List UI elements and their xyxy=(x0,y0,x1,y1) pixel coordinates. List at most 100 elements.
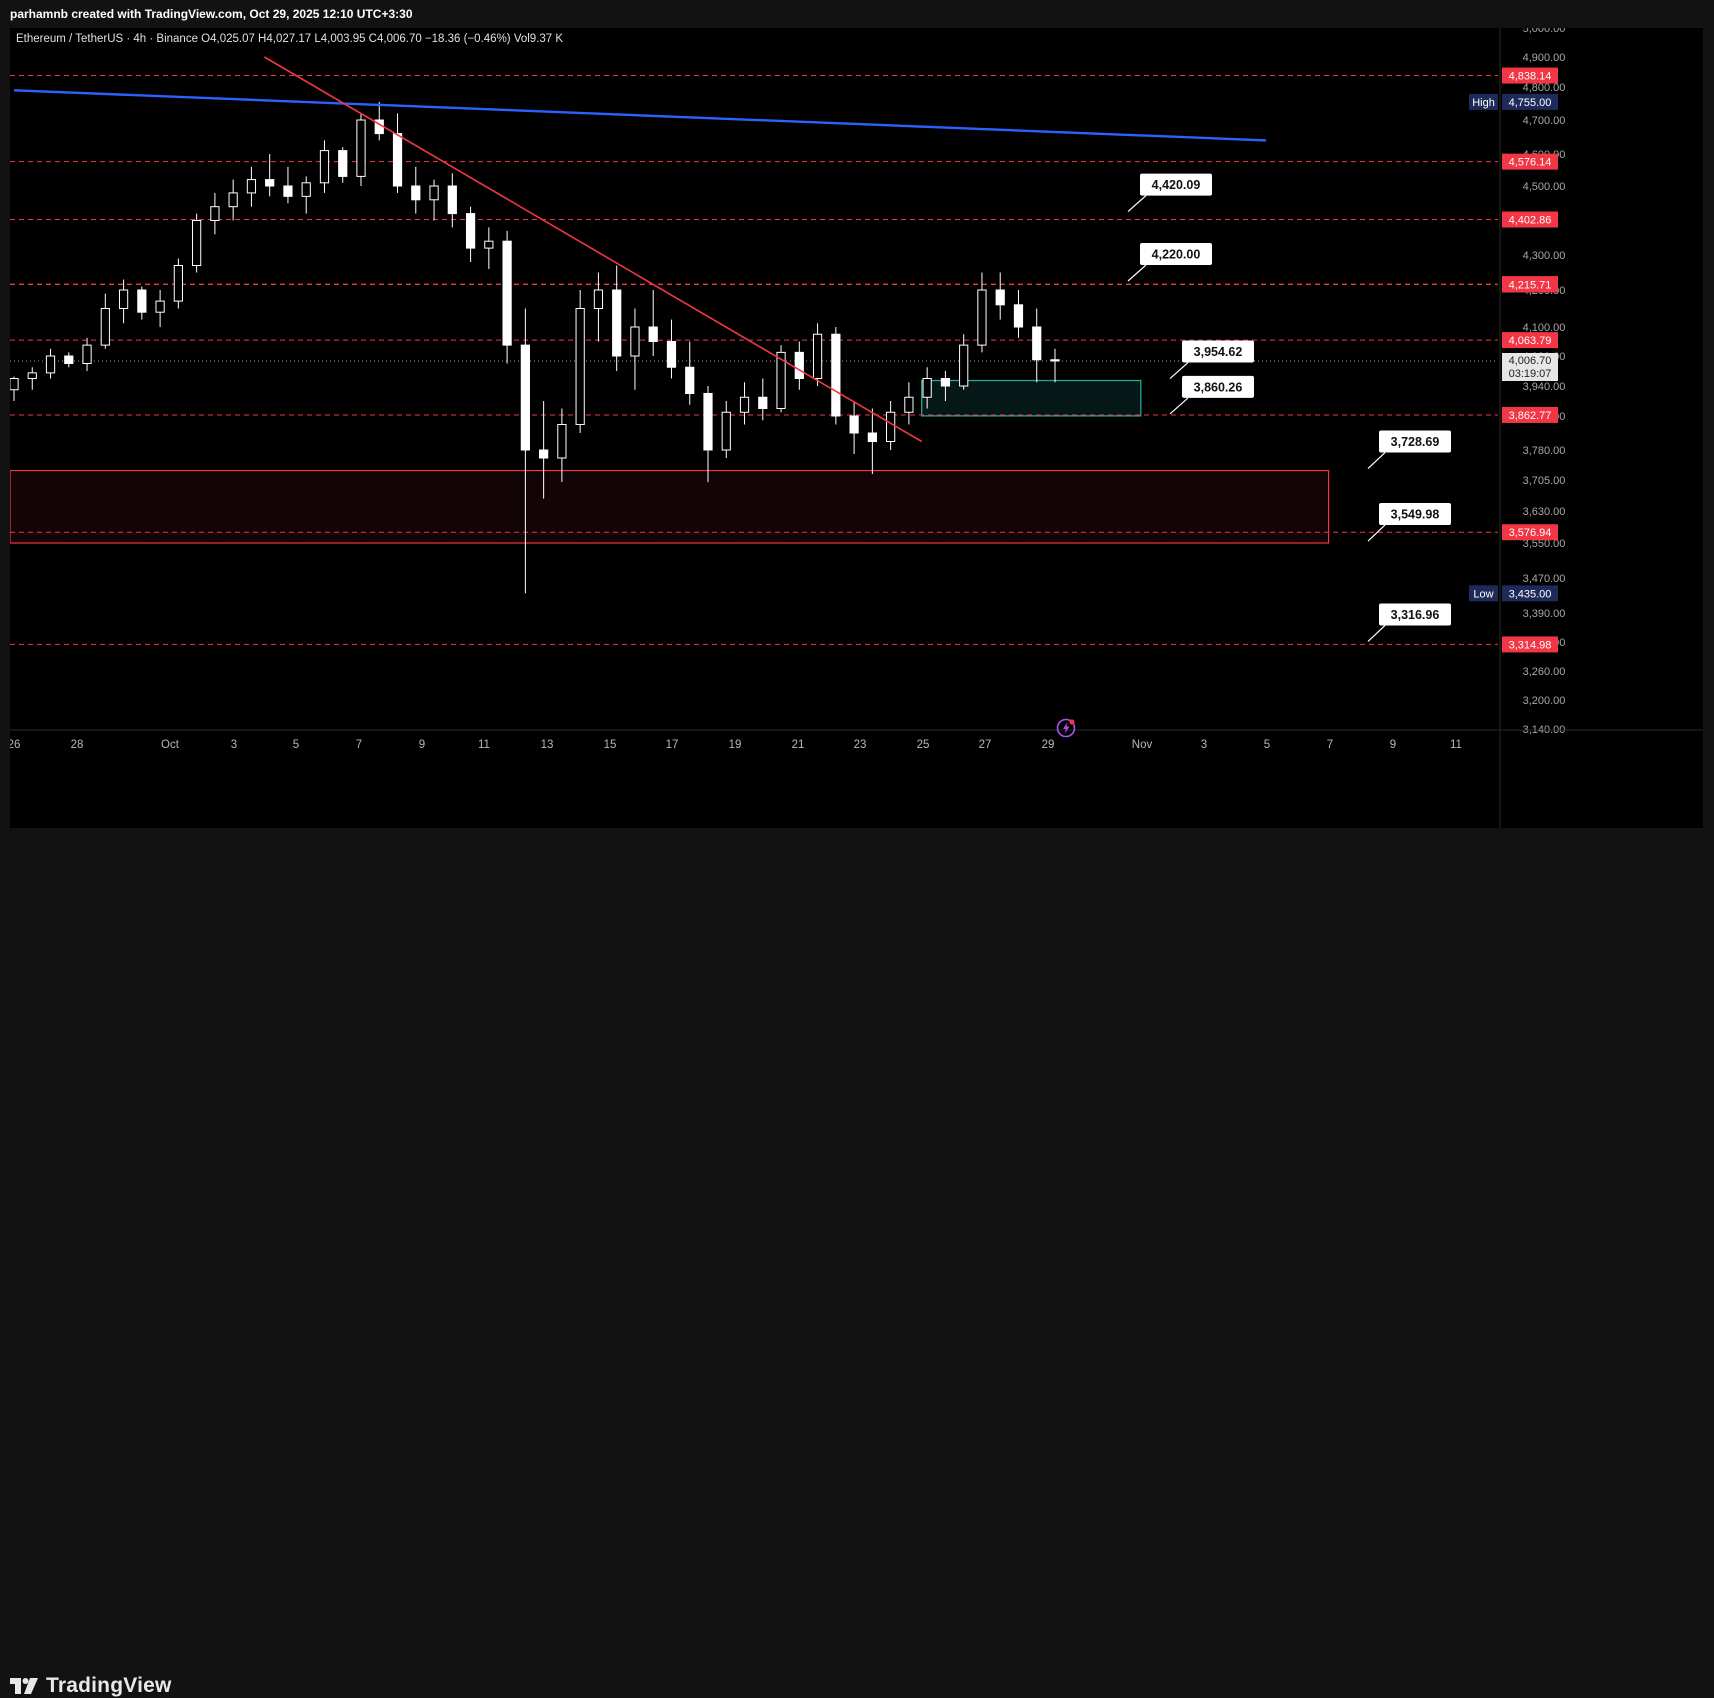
red-trendline[interactable] xyxy=(263,56,923,443)
level-price-tag[interactable]: 3,576.94 xyxy=(1502,524,1558,541)
candle xyxy=(776,345,786,413)
time-tick-label: 11 xyxy=(1450,739,1462,751)
time-tick-label: 28 xyxy=(71,739,84,751)
level-price-tag[interactable]: 4,215.71 xyxy=(1502,276,1558,293)
price-callout[interactable]: 3,549.98 xyxy=(1367,503,1451,542)
supply-zone[interactable] xyxy=(9,469,1330,544)
candle-body xyxy=(155,300,165,313)
price-tick-label: 4,800.00 xyxy=(1523,82,1566,94)
callout-box xyxy=(1182,375,1254,398)
level-price-tag[interactable]: 3,314.98 xyxy=(1502,636,1558,653)
time-tick-label: 7 xyxy=(1327,739,1333,751)
blue-trendline[interactable] xyxy=(13,89,1267,142)
price-callout[interactable]: 3,954.62 xyxy=(1169,340,1254,379)
level-tag-box xyxy=(1502,211,1558,228)
price-chart[interactable]: 4,420.09 4,220.00 3,954.62 3,860.26 3,728.69… xyxy=(8,23,1703,828)
time-tick-label: 27 xyxy=(979,739,992,751)
price-callout[interactable]: 3,316.96 xyxy=(1367,603,1451,642)
level-price-tag[interactable]: 4,402.86 xyxy=(1502,211,1558,228)
time-tick-label: 7 xyxy=(356,739,362,751)
time-tick-label: 9 xyxy=(1390,739,1396,751)
candle-body xyxy=(502,240,512,346)
candle-body xyxy=(392,133,403,187)
price-callout[interactable]: 3,860.26 xyxy=(1169,375,1254,415)
price-tick-label: 3,705.00 xyxy=(1523,475,1566,487)
price-tick-label: 4,500.00 xyxy=(1523,181,1566,193)
candle-body xyxy=(118,289,129,309)
alert-lightning-icon[interactable] xyxy=(1056,718,1076,738)
tradingview-logo[interactable]: TradingView xyxy=(10,1674,172,1698)
price-callout[interactable]: 4,420.09 xyxy=(1127,173,1212,213)
level-tag-box xyxy=(1502,67,1558,84)
high-tag-label: High xyxy=(1472,97,1495,109)
candle-body xyxy=(173,265,183,302)
callout-pointer xyxy=(1367,524,1386,542)
candle-body xyxy=(886,411,896,442)
candle xyxy=(484,227,494,269)
candle xyxy=(173,258,183,309)
low-tag: Low 3,435.00 xyxy=(1469,585,1558,602)
level-price-tag[interactable]: 3,862.77 xyxy=(1502,406,1558,423)
candle-body xyxy=(64,355,74,364)
price-axis-bg xyxy=(1500,28,1703,828)
candle xyxy=(666,319,677,379)
low-tag-value: 3,435.00 xyxy=(1509,588,1552,600)
candle-body xyxy=(265,179,275,187)
candle-body xyxy=(539,449,549,459)
candle xyxy=(703,386,713,483)
candle-body xyxy=(922,378,932,398)
time-tick-label: 19 xyxy=(729,739,742,751)
high-tag-value-box xyxy=(1502,93,1558,110)
candle xyxy=(338,147,348,183)
candle-body xyxy=(1032,326,1042,361)
price-tick-label: 3,390.00 xyxy=(1523,608,1566,620)
level-tag-label: 3,314.98 xyxy=(1509,639,1552,651)
candle xyxy=(100,293,110,349)
candle xyxy=(995,272,1005,320)
candle xyxy=(977,272,987,353)
attribution-bar: parhamnb created with TradingView.com, O… xyxy=(0,0,1714,28)
candle-body xyxy=(228,192,238,208)
candle-body xyxy=(940,378,951,387)
demand-zone[interactable] xyxy=(921,379,1142,417)
high-tag-label-box xyxy=(1469,93,1498,110)
candle xyxy=(447,173,457,228)
callout-box xyxy=(1379,603,1451,626)
price-tick-label: 4,900.00 xyxy=(1523,52,1566,64)
high-tag: High 4,755.00 xyxy=(1469,93,1558,110)
price-callout[interactable]: 4,220.00 xyxy=(1127,243,1212,282)
candle xyxy=(82,337,92,371)
level-tag-label: 4,063.79 xyxy=(1509,335,1552,347)
candle-body xyxy=(319,150,330,184)
candle-body xyxy=(338,150,348,177)
candle xyxy=(612,265,622,371)
bar-countdown: 03:19:07 xyxy=(1509,368,1552,380)
candle xyxy=(539,401,549,499)
level-tag-box xyxy=(1502,153,1558,170)
price-tick-label: 5,000.00 xyxy=(1523,28,1566,35)
candle-body xyxy=(45,355,56,374)
candle-body xyxy=(484,240,494,249)
candle-body xyxy=(977,289,987,346)
candle xyxy=(758,378,768,421)
candle xyxy=(265,154,275,197)
time-tick-label: 3 xyxy=(231,739,237,751)
candle xyxy=(301,176,311,214)
candle xyxy=(959,334,969,390)
low-tag-label: Low xyxy=(1473,588,1493,600)
candle xyxy=(812,323,823,386)
level-price-tag[interactable]: 4,063.79 xyxy=(1502,332,1558,349)
level-price-tag[interactable]: 4,576.14 xyxy=(1502,153,1558,170)
candle xyxy=(867,408,877,474)
candle-body xyxy=(776,351,786,409)
price-tick-label: 4,300.00 xyxy=(1523,250,1566,262)
candle-body xyxy=(995,289,1005,306)
price-callout[interactable]: 3,728.69 xyxy=(1367,430,1451,469)
time-tick-label: 25 xyxy=(917,739,930,751)
candle xyxy=(45,348,56,379)
candle-body xyxy=(575,308,585,425)
time-tick-label: 23 xyxy=(854,739,867,751)
level-price-tag[interactable]: 4,838.14 xyxy=(1502,67,1558,84)
candle-body xyxy=(465,213,476,249)
chart-area[interactable]: 4,420.09 4,220.00 3,954.62 3,860.26 3,728.69… xyxy=(8,23,1703,828)
